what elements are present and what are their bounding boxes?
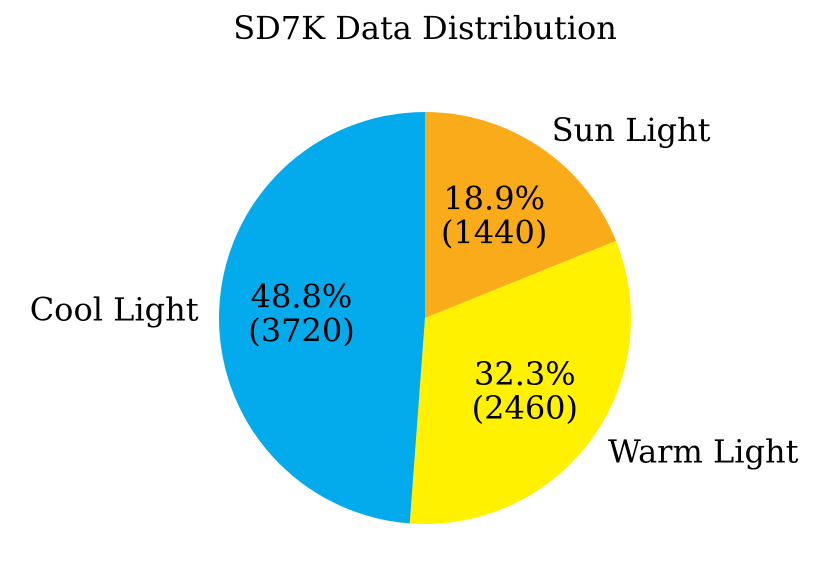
chart-title: SD7K Data Distribution — [233, 9, 617, 47]
slice-value-label-warm-light: 32.3% (2460) — [472, 355, 578, 427]
pie-slice-cool-light — [218, 112, 425, 524]
category-label-sun-light: Sun Light — [552, 111, 711, 149]
pie-slice-sun-light — [425, 112, 617, 318]
slice-value-label-sun-light: 18.9% (1440) — [441, 180, 547, 252]
category-label-cool-light: Cool Light — [30, 291, 199, 329]
pie-labels: 18.9% (1440)Sun Light 32.3% (2460) Warm Ligh… — [30, 111, 799, 470]
category-label-warm-light: Warm Light — [608, 433, 799, 471]
pie-slices — [218, 112, 631, 524]
slice-value-label-cool-light: 48.8% (3720) — [248, 277, 354, 349]
pie-slice-warm-light — [409, 240, 631, 524]
